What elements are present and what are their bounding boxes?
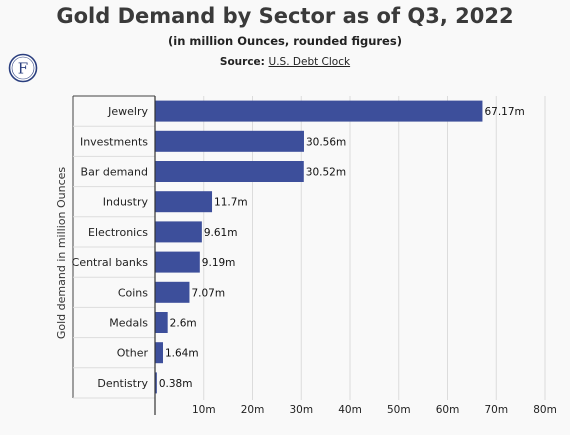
bar <box>155 281 190 303</box>
data-label: 30.52m <box>306 167 346 179</box>
logo-letter: F <box>18 60 28 78</box>
data-label: 9.19m <box>202 257 236 269</box>
f-circle-logo-icon: F <box>8 53 38 83</box>
data-label: 1.64m <box>165 348 199 360</box>
bar <box>155 251 200 273</box>
data-label: 9.61m <box>204 227 238 239</box>
x-tick-label: 20m <box>241 404 265 416</box>
bar <box>155 221 202 243</box>
bar <box>155 342 163 364</box>
category-label: Jewelry <box>107 105 148 118</box>
category-label: Other <box>117 347 149 360</box>
source-label: Source: <box>219 56 265 68</box>
x-tick-label: 60m <box>436 404 460 416</box>
bar <box>155 372 157 394</box>
y-axis-title: Gold demand in million Ounces <box>55 167 68 340</box>
chart-title: Gold Demand by Sector as of Q3, 2022 <box>56 4 514 28</box>
category-label: Bar demand <box>81 166 148 179</box>
category-label: Investments <box>80 135 148 148</box>
category-label: Dentistry <box>97 377 148 390</box>
bar <box>155 161 304 182</box>
data-label: 30.56m <box>306 136 346 148</box>
category-label: Industry <box>103 196 149 209</box>
x-tick-label: 10m <box>192 404 216 416</box>
source-link[interactable]: U.S. Debt Clock <box>268 56 351 68</box>
category-label: Medals <box>109 317 148 330</box>
category-label: Electronics <box>88 226 148 239</box>
x-tick-label: 40m <box>338 404 362 416</box>
x-tick-label: 80m <box>533 404 557 416</box>
bar <box>155 100 483 122</box>
data-label: 11.7m <box>214 197 248 209</box>
bar <box>155 130 304 152</box>
data-label: 2.6m <box>170 318 197 330</box>
x-tick-label: 30m <box>289 404 313 416</box>
chart-subtitle: (in million Ounces, rounded figures) <box>168 34 402 48</box>
x-tick-label: 70m <box>484 404 508 416</box>
data-label: 0.38m <box>159 378 193 390</box>
bar <box>155 312 168 333</box>
category-label: Coins <box>118 286 148 299</box>
data-label: 7.07m <box>191 287 225 299</box>
category-label: Central banks <box>72 256 149 269</box>
data-label: 67.17m <box>484 106 524 118</box>
x-tick-label: 50m <box>387 404 411 416</box>
source-line: Source: U.S. Debt Clock <box>0 56 570 68</box>
bar <box>155 191 213 213</box>
